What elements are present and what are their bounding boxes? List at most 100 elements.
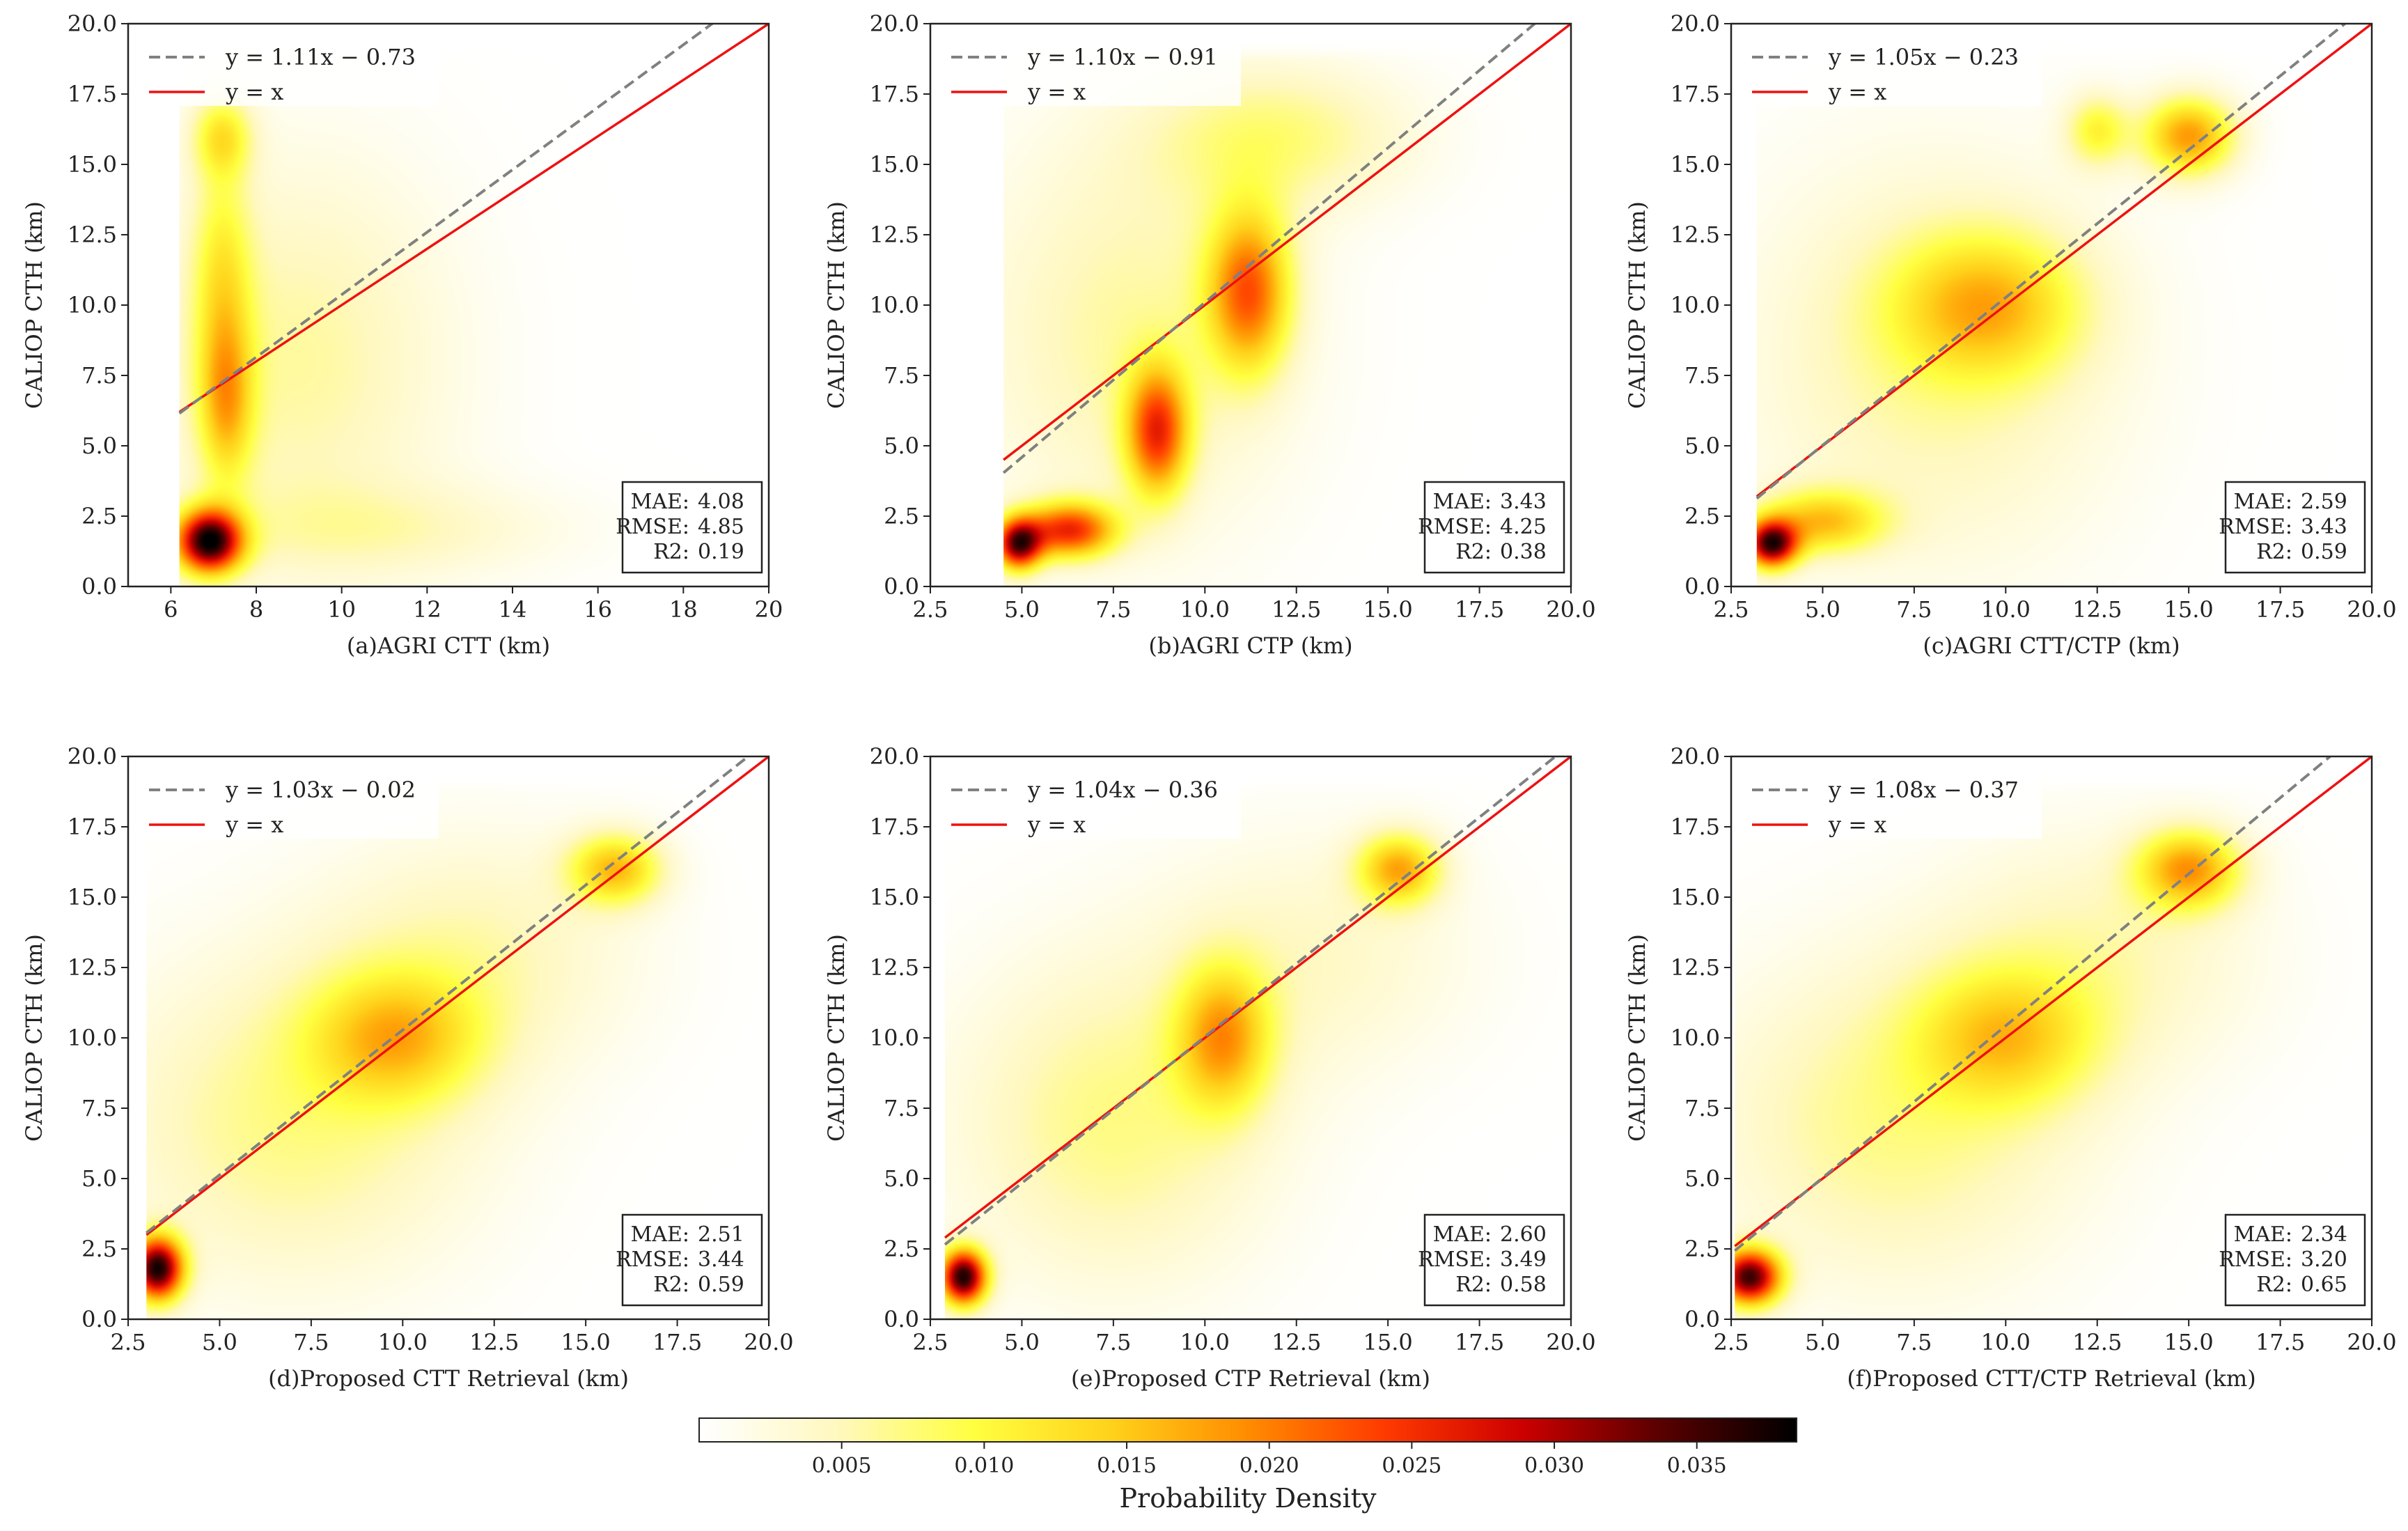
colorbar-tick-label: 0.010 [954, 1454, 1014, 1478]
y-tick-label: 0.0 [1684, 1306, 1720, 1332]
legend-box [136, 765, 439, 839]
x-tick-label: 20.0 [1546, 596, 1595, 623]
x-tick-label: 17.5 [2255, 1329, 2305, 1355]
y-tick-label: 10.0 [870, 292, 919, 318]
y-tick-label: 5.0 [884, 1165, 919, 1192]
colorbar-tick-label: 0.015 [1097, 1454, 1157, 1478]
y-tick-label: 7.5 [81, 1095, 117, 1121]
stat-key: R2: [653, 1273, 689, 1297]
x-tick-label: 16 [584, 596, 612, 623]
stat-key: MAE: [2234, 490, 2292, 514]
y-tick-label: 10.0 [1671, 292, 1720, 318]
x-axis-label: (d)Proposed CTT Retrieval (km) [268, 1365, 629, 1392]
legend-identity-label: y = x [1828, 79, 1886, 105]
y-tick-label: 17.5 [68, 81, 117, 107]
stat-key: MAE: [1433, 1222, 1492, 1247]
panel-b: y = 1.10x − 0.91 y = x MAE: 3.43 RMSE: 4.25 R2… [823, 10, 1596, 659]
legend: y = 1.03x − 0.02 y = x [136, 765, 439, 839]
colorbar-tick-label: 0.025 [1382, 1454, 1441, 1478]
legend-identity-label: y = x [1027, 811, 1086, 838]
y-tick-label: 17.5 [68, 814, 117, 840]
y-tick-label: 17.5 [870, 814, 919, 840]
y-tick-label: 12.5 [1671, 954, 1720, 981]
identity-line [1734, 756, 2372, 1248]
x-tick-label: 8 [249, 596, 263, 623]
y-tick-label: 5.0 [884, 433, 919, 459]
x-tick-label: 14 [499, 596, 527, 623]
y-tick-label: 0.0 [81, 1306, 117, 1332]
y-tick-label: 5.0 [1684, 433, 1720, 459]
legend-box [1739, 32, 2042, 106]
x-tick-label: 10.0 [378, 1329, 428, 1355]
y-tick-label: 5.0 [1684, 1165, 1720, 1192]
y-tick-label: 2.5 [884, 1236, 919, 1262]
y-tick-label: 7.5 [81, 362, 117, 389]
y-tick-label: 12.5 [68, 954, 117, 981]
x-tick-label: 15.0 [2164, 1329, 2214, 1355]
legend-identity-label: y = x [225, 79, 283, 105]
stats-frame [621, 1213, 763, 1307]
colorbar: 0.005 0.010 0.015 0.020 0.025 0.030 0.035 Prob… [698, 1417, 1797, 1514]
stats-box: MAE: 2.59 RMSE: 3.43 R2: 0.59 [2219, 481, 2366, 574]
stat-key: R2: [1455, 540, 1492, 564]
y-tick-label: 0.0 [884, 1306, 919, 1332]
panel-d: y = 1.03x − 0.02 y = x MAE: 2.51 RMSE: 3.44 R2… [21, 743, 794, 1392]
y-tick-label: 7.5 [1684, 362, 1720, 389]
x-tick-label: 20.0 [1546, 1329, 1595, 1355]
stat-key: R2: [2256, 540, 2292, 564]
x-axis-label: (f)Proposed CTT/CTP Retrieval (km) [1847, 1365, 2255, 1392]
colorbar-tick-label: 0.020 [1240, 1454, 1299, 1478]
x-axis-label: (c)AGRI CTT/CTP (km) [1923, 632, 2180, 659]
x-tick-label: 6 [164, 596, 178, 623]
stat-value: 4.08 [698, 490, 744, 514]
y-tick-label: 10.0 [870, 1025, 919, 1051]
y-tick-label: 15.0 [68, 884, 117, 910]
y-tick-label: 20.0 [68, 743, 117, 770]
legend-fit-label: y = 1.11x − 0.73 [225, 44, 416, 70]
x-tick-label: 15.0 [561, 1329, 611, 1355]
x-tick-label: 7.5 [1095, 596, 1131, 623]
x-tick-label: 10.0 [1981, 596, 2031, 623]
colorbar-gradient [698, 1417, 1797, 1443]
y-tick-label: 12.5 [870, 954, 919, 981]
panel-e: y = 1.04x − 0.36 y = x MAE: 2.60 RMSE: 3.49 R2… [823, 743, 1596, 1392]
legend-fit-label: y = 1.03x − 0.02 [225, 777, 416, 803]
x-tick-label: 17.5 [1455, 596, 1504, 623]
stats-frame [2224, 1213, 2366, 1307]
x-tick-label: 2.5 [913, 596, 948, 623]
stat-key: RMSE: [1418, 1248, 1492, 1272]
stats-frame [2224, 481, 2366, 574]
stats-box: MAE: 2.60 RMSE: 3.49 R2: 0.58 [1418, 1213, 1565, 1307]
y-tick-label: 17.5 [1671, 81, 1720, 107]
panel-c: y = 1.05x − 0.23 y = x MAE: 2.59 RMSE: 3.43 R2… [1624, 10, 2397, 659]
stat-value: 0.38 [1500, 540, 1547, 564]
y-tick-label: 20.0 [870, 10, 919, 37]
y-tick-label: 20.0 [1671, 743, 1720, 770]
legend-box [939, 765, 1241, 839]
x-tick-label: 12.5 [2072, 596, 2122, 623]
x-tick-label: 20 [755, 596, 783, 623]
y-tick-label: 12.5 [870, 222, 919, 248]
colorbar-tick-label: 0.035 [1667, 1454, 1727, 1478]
legend: y = 1.11x − 0.73 y = x [136, 32, 439, 106]
stat-value: 0.59 [698, 1273, 744, 1297]
stat-key: R2: [2256, 1273, 2292, 1297]
identity-line [146, 756, 769, 1236]
y-tick-label: 2.5 [81, 1236, 117, 1262]
y-tick-label: 5.0 [81, 1165, 117, 1192]
stat-value: 2.51 [698, 1222, 744, 1247]
x-tick-label: 17.5 [652, 1329, 702, 1355]
x-tick-label: 18 [669, 596, 698, 623]
x-tick-label: 20.0 [2347, 596, 2396, 623]
y-axis-label: CALIOP CTH (km) [1624, 934, 1650, 1142]
x-tick-label: 15.0 [2164, 596, 2214, 623]
legend-identity-label: y = x [1027, 79, 1086, 105]
stats-frame [1423, 1213, 1565, 1307]
x-tick-label: 7.5 [1896, 596, 1932, 623]
y-tick-label: 10.0 [68, 292, 117, 318]
x-tick-label: 7.5 [1095, 1329, 1131, 1355]
stat-key: MAE: [1433, 490, 1492, 514]
y-tick-label: 12.5 [1671, 222, 1720, 248]
x-tick-label: 15.0 [1363, 596, 1413, 623]
stat-value: 0.65 [2301, 1273, 2347, 1297]
